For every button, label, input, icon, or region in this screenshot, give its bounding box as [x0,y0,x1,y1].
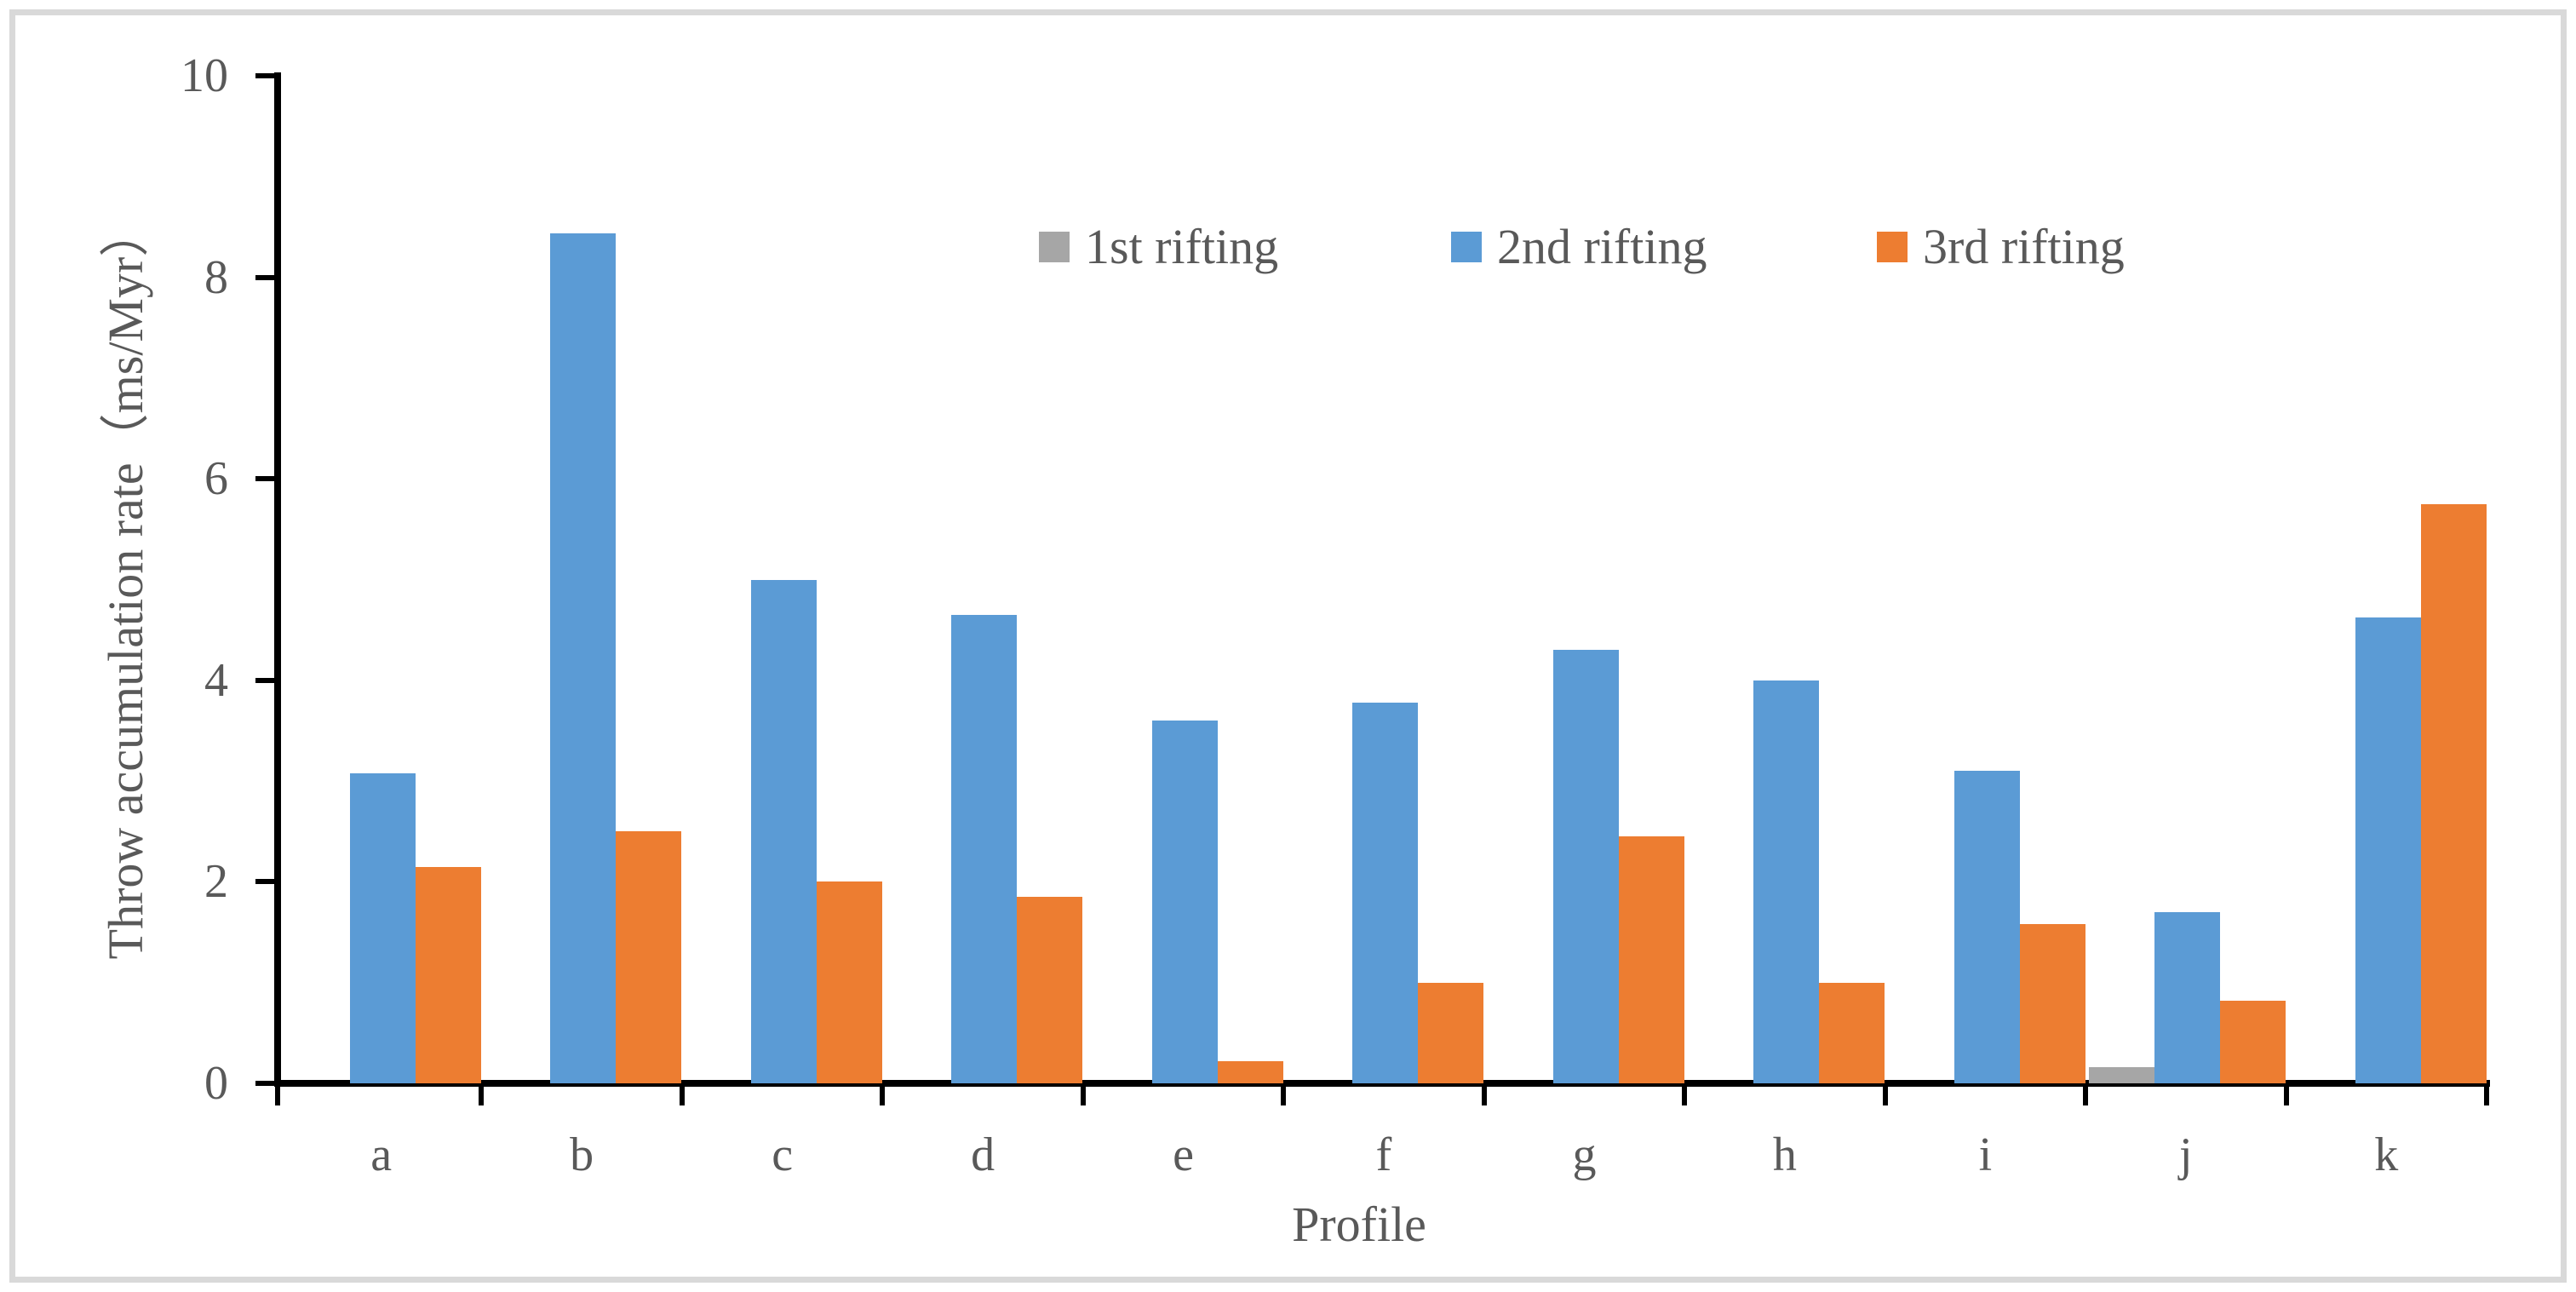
x-category-label-j: j [2179,1128,2193,1181]
x-tick-7 [1682,1087,1688,1105]
legend-item-2nd-rifting: 2nd rifting [1451,215,1707,278]
x-tick-6 [1481,1087,1487,1105]
legend-swatch-icon [1039,232,1070,262]
y-axis-line [274,72,281,1087]
x-tick-9 [2083,1087,2089,1105]
x-tick-11 [2484,1087,2489,1105]
bar-2nd-rifting-j [2154,911,2221,1083]
y-tick-label-10: 10 [181,49,228,102]
bar-2nd-rifting-f [1352,702,1419,1083]
bar-2nd-rifting-i [1954,771,2020,1083]
bar-2nd-rifting-b [550,233,617,1083]
bar-3rd-rifting-b [616,831,682,1083]
bar-3rd-rifting-h [1819,982,1885,1083]
x-category-label-g: g [1572,1128,1597,1181]
legend-swatch-icon [1451,232,1482,262]
x-tick-2 [679,1087,685,1105]
bar-2nd-rifting-g [1552,650,1619,1083]
x-category-label-d: d [971,1128,995,1181]
y-tick-4 [255,677,274,683]
y-tick-label-8: 8 [204,250,228,304]
y-tick-label-6: 6 [204,452,228,506]
bar-3rd-rifting-k [2420,503,2487,1083]
x-tick-1 [479,1087,485,1105]
x-tick-0 [275,1087,280,1105]
x-tick-10 [2283,1087,2289,1105]
x-category-label-h: h [1772,1128,1797,1181]
bar-3rd-rifting-c [816,881,882,1083]
y-tick-10 [255,73,274,78]
legend-label: 3rd rifting [1923,219,2125,274]
bar-3rd-rifting-d [1017,897,1083,1083]
x-tick-8 [1882,1087,1888,1105]
y-tick-8 [255,274,274,280]
x-category-label-b: b [570,1128,594,1181]
legend-label: 1st rifting [1085,219,1279,274]
bar-2nd-rifting-h [1753,680,1820,1083]
x-axis-title: Profile [1292,1197,1426,1252]
y-tick-label-4: 4 [204,653,228,707]
bar-3rd-rifting-g [1618,836,1684,1083]
chart-frame-border [9,9,2567,1283]
x-category-label-a: a [370,1128,393,1181]
bar-3rd-rifting-i [2019,924,2085,1083]
x-category-label-i: i [1978,1128,1993,1181]
bar-1st-rifting-j [2089,1067,2155,1083]
bar-2nd-rifting-e [1151,721,1218,1083]
bar-2nd-rifting-d [951,614,1018,1083]
legend-label: 2nd rifting [1497,219,1707,274]
y-tick-2 [255,879,274,885]
y-tick-label-2: 2 [204,855,228,909]
y-tick-6 [255,476,274,482]
x-tick-3 [880,1087,886,1105]
y-axis-title: Throw accumulation rate（ms/Myr） [98,207,153,960]
x-category-label-c: c [772,1128,794,1181]
bar-3rd-rifting-a [416,866,481,1083]
x-category-label-k: k [2374,1128,2399,1181]
y-tick-0 [255,1081,274,1086]
bar-2nd-rifting-k [2355,617,2421,1083]
x-tick-4 [1080,1087,1086,1105]
bar-2nd-rifting-c [750,579,817,1083]
x-tick-5 [1281,1087,1287,1105]
legend-item-1st-rifting: 1st rifting [1039,215,1278,278]
x-axis-line [274,1080,2490,1087]
legend-swatch-icon [1877,232,1908,262]
bar-3rd-rifting-e [1217,1060,1283,1083]
bar-2nd-rifting-a [350,772,416,1083]
bar-3rd-rifting-f [1418,982,1484,1083]
x-category-label-e: e [1173,1128,1194,1181]
y-tick-label-0: 0 [204,1057,228,1110]
x-category-label-f: f [1375,1128,1392,1181]
bar-3rd-rifting-j [2220,1000,2286,1083]
legend-item-3rd-rifting: 3rd rifting [1877,215,2125,278]
